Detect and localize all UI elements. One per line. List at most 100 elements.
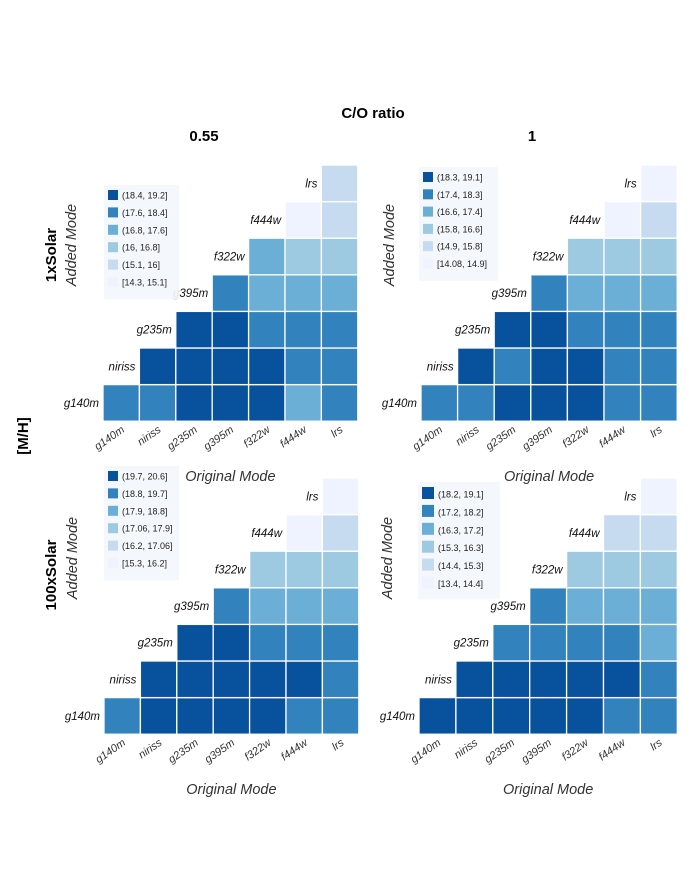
- legend-label: (17.9, 18.8]: [122, 506, 168, 516]
- outer-ylabel: [M/H]: [15, 417, 32, 455]
- legend-swatch: [423, 172, 433, 182]
- heatmap-cell-f444w-g235m: [285, 623, 324, 662]
- heatmap-cell-f444w-f322w: [603, 237, 642, 276]
- heatmap-cell-f444w-f444w: [285, 513, 324, 552]
- heatmap-cell-f322w-g140m: [247, 383, 286, 422]
- yaxis-label: Added Mode: [64, 204, 80, 287]
- legend-label: (16.3, 17.2]: [438, 525, 484, 535]
- heatmap-cell-f444w-g140m: [602, 696, 642, 735]
- legend-label: (14.9, 15.8]: [437, 242, 483, 252]
- legend-label: (18.4, 19.2]: [122, 191, 168, 201]
- heatmap-cell-niriss-g140m: [138, 383, 177, 422]
- ytick-label-g140m: g140m: [380, 711, 416, 723]
- heatmap-cell-g235m-niriss: [493, 347, 532, 386]
- xtick-label-g140m: g140m: [93, 737, 127, 766]
- legend-swatch: [108, 277, 118, 287]
- legend-swatch: [108, 259, 118, 270]
- xaxis-label: Original Mode: [185, 469, 275, 485]
- ytick-label-f444w: f444w: [569, 215, 600, 227]
- heatmap-cell-niriss-niriss: [138, 347, 177, 386]
- heatmap-cell-g235m-niriss: [176, 660, 214, 699]
- heatmap-cell-f444w-f444w: [602, 513, 642, 552]
- legend-label: (15.3, 16.3]: [438, 543, 484, 553]
- heatmap-cell-f444w-f444w: [603, 200, 642, 239]
- heatmap-cell-f322w-f322w: [248, 550, 287, 589]
- xtick-label-lrs: lrs: [329, 424, 346, 441]
- heatmap-cell-f322w-g235m: [248, 623, 287, 662]
- heatmap-cell-f322w-g395m: [247, 274, 286, 313]
- xtick-label-f444w: f444w: [278, 423, 310, 450]
- ytick-label-f322w: f322w: [215, 565, 246, 577]
- heatmap-cell-f444w-f444w: [284, 200, 323, 239]
- legend-label: (18.2, 19.1]: [438, 490, 484, 500]
- xtick-label-lrs: lrs: [648, 737, 665, 754]
- heatmap-cell-f322w-niriss: [248, 660, 287, 699]
- ytick-label-f444w: f444w: [569, 528, 600, 540]
- heatmap-cell-g395m-niriss: [530, 347, 569, 386]
- heatmap-cell-f444w-g235m: [602, 623, 642, 662]
- heatmap-cell-f444w-g140m: [603, 383, 642, 422]
- legend-swatch: [422, 540, 434, 553]
- row-title-1: 100xSolar: [43, 539, 60, 610]
- heatmap-cell-f444w-g235m: [284, 310, 323, 349]
- heatmap-cell-f444w-g395m: [284, 274, 323, 313]
- xaxis-label: Original Mode: [186, 782, 276, 798]
- heatmap-cell-g235m-g235m: [493, 310, 532, 349]
- xtick-label-f444w: f444w: [597, 423, 629, 450]
- xtick-label-g395m: g395m: [519, 737, 553, 766]
- legend-label: [13.4, 14.4]: [438, 579, 483, 589]
- ytick-label-g235m: g235m: [454, 638, 490, 650]
- legend-swatch: [108, 558, 118, 568]
- ytick-label-g140m: g140m: [65, 711, 101, 723]
- heatmap-cell-g235m-g140m: [175, 383, 213, 422]
- ytick-label-niriss: niriss: [110, 674, 137, 686]
- heatmap-cell-f322w-g395m: [566, 274, 605, 313]
- heatmap-cell-g395m-niriss: [212, 660, 251, 699]
- heatmap-cell-g395m-niriss: [211, 347, 250, 386]
- heatmap-cell-f322w-niriss: [565, 660, 605, 699]
- heatmap-cell-lrs-g140m: [639, 383, 678, 422]
- heatmap-cell-g235m-g235m: [176, 623, 214, 662]
- xaxis-label: Original Mode: [504, 469, 594, 485]
- heatmap-cell-niriss-niriss: [139, 660, 178, 699]
- heatmap-cell-f444w-g395m: [602, 587, 642, 626]
- legend-swatch: [422, 487, 434, 499]
- heatmap-cell-g395m-g235m: [529, 623, 568, 662]
- xtick-label-g140m: g140m: [411, 424, 445, 453]
- legend-label: [14.3, 15.1]: [122, 278, 167, 288]
- xtick-label-g140m: g140m: [92, 424, 126, 453]
- xtick-label-g235m: g235m: [165, 424, 199, 453]
- xtick-label-g395m: g395m: [202, 424, 236, 453]
- heatmap-cell-lrs-f322w: [639, 237, 678, 276]
- heatmap-cell-niriss-niriss: [455, 660, 494, 699]
- legend-swatch: [108, 190, 118, 200]
- heatmap-cell-f444w-g235m: [603, 310, 642, 349]
- heatmap-cell-f444w-niriss: [285, 660, 324, 699]
- legend-label: (16.2, 17.06]: [122, 541, 173, 551]
- xtick-label-niriss: niriss: [452, 737, 480, 762]
- heatmap-cell-lrs-lrs: [321, 477, 360, 516]
- heatmap-cell-g395m-g395m: [530, 274, 569, 313]
- legend-label: [15.3, 16.2]: [122, 559, 167, 569]
- heatmap-cell-lrs-g395m: [639, 274, 678, 313]
- legend-swatch: [108, 488, 118, 499]
- ytick-label-g140m: g140m: [382, 398, 418, 410]
- heatmap-cell-lrs-g140m: [320, 383, 359, 422]
- legend-label: (16.6, 17.4]: [437, 207, 483, 217]
- heatmap-cell-lrs-g235m: [639, 623, 678, 662]
- heatmap-cell-lrs-niriss: [320, 347, 359, 386]
- xtick-label-lrs: lrs: [330, 737, 347, 754]
- heatmap-cell-lrs-g235m: [639, 310, 678, 349]
- legend-label: [14.08, 14.9]: [437, 259, 487, 269]
- heatmap-cell-g235m-g235m: [175, 310, 213, 349]
- legend-swatch: [422, 504, 434, 517]
- ytick-label-lrs: lrs: [305, 178, 317, 190]
- xtick-label-niriss: niriss: [136, 737, 164, 762]
- heatmap-cell-lrs-f444w: [320, 200, 359, 239]
- heatmap-cell-lrs-f444w: [639, 200, 678, 239]
- ytick-label-f444w: f444w: [251, 528, 282, 540]
- legend-label: (14.4, 15.3]: [438, 561, 484, 571]
